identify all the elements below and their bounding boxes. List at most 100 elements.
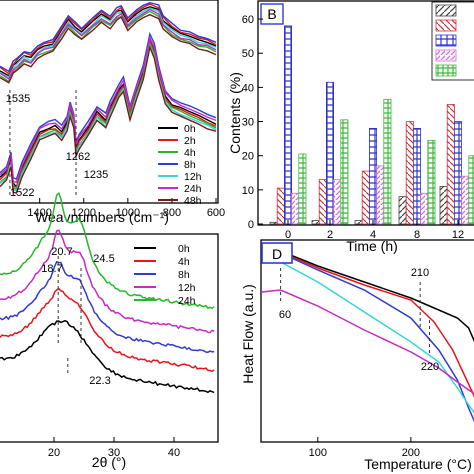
xrd-x-tick-label: 30 <box>108 447 120 459</box>
xrd-legend-label: 24h <box>178 295 196 307</box>
panel-d-label-box <box>261 242 293 264</box>
bar <box>298 153 307 225</box>
xrd-line-0h <box>0 319 215 394</box>
bar <box>283 25 292 225</box>
bar <box>420 192 429 225</box>
contents-y-tick-label: 10 <box>242 185 254 197</box>
panel-a-x-ticks: 1400 1200 1000 800 600 <box>27 198 225 219</box>
ftir-upper-line-24h <box>0 8 217 81</box>
panel-c-x-label: 2θ (°) <box>92 454 126 470</box>
contents-y-tick-label: 40 <box>242 82 254 94</box>
ftir-lower-line-12h <box>0 44 217 193</box>
ftir-x-tick-label: 800 <box>163 207 181 219</box>
panel-b-bars <box>269 25 474 225</box>
bar <box>412 127 421 225</box>
ftir-legend-label: 2h <box>184 135 196 147</box>
time-x-tick-label: 0 <box>285 229 291 241</box>
time-x-tick-label: 2 <box>327 229 333 241</box>
dsc-annotation: 60 <box>279 309 291 321</box>
bar <box>311 220 320 225</box>
bar <box>427 139 436 225</box>
panel-d-x-ticks: 100 200 <box>309 437 420 459</box>
panel-a-x-label: Weavnumbers (cm⁻¹) <box>35 209 169 225</box>
bar <box>398 196 407 225</box>
panel-a-annotations: 1535 1262 1235 1522 <box>6 93 108 199</box>
xrd-legend-label: 12h <box>178 282 196 294</box>
dsc-line-4 <box>261 289 474 395</box>
ftir-lower-line-48h <box>0 45 217 194</box>
contents-legend-swatch <box>435 34 457 47</box>
ftir-annotation: 1262 <box>66 151 90 163</box>
panel-b-y-ticks: 0 10 20 30 40 50 60 <box>242 14 263 231</box>
xrd-annotation: 22.3 <box>89 375 110 387</box>
ftir-legend-label: 0h <box>184 123 196 135</box>
dsc-x-tick-label: 200 <box>402 447 420 459</box>
panel-c-x-ticks: 20 30 40 <box>48 437 180 459</box>
bar <box>318 179 327 225</box>
panel-b-x-label: Time (h) <box>346 238 398 254</box>
bar <box>340 119 349 225</box>
xrd-line-24h <box>0 191 215 310</box>
bar <box>453 121 462 225</box>
ftir-annotation: 1522 <box>10 187 34 199</box>
dsc-annotation: 220 <box>421 361 439 373</box>
bar <box>446 104 455 225</box>
panel-d-label: D <box>272 246 282 262</box>
panel-d-series <box>261 249 474 423</box>
contents-legend-swatch <box>435 64 457 77</box>
panel-d-y-label: Heat Flow (a.u.) <box>240 284 256 384</box>
panel-a: 1400 1200 1000 800 600 Weavnumbers (cm⁻¹) 15… <box>0 0 225 225</box>
ftir-x-tick-label: 1000 <box>116 207 140 219</box>
ftir-upper-line-0h <box>0 6 217 77</box>
contents-y-tick-label: 60 <box>242 14 254 26</box>
bar <box>333 179 342 225</box>
ftir-upper-line-4h <box>0 10 217 83</box>
xrd-x-tick-label: 20 <box>48 447 60 459</box>
ftir-legend-label: 12h <box>184 171 202 183</box>
ftir-lower-line-24h <box>0 35 217 183</box>
ftir-annotation: 1535 <box>6 93 30 105</box>
bar <box>405 121 414 225</box>
ftir-upper-line-8h <box>0 1 217 73</box>
panel-a-series <box>0 1 217 196</box>
panel-c-annotations: 20.7 18.7 24.5 22.3 <box>41 246 114 387</box>
xrd-annotation: 18.7 <box>41 263 62 275</box>
bar <box>468 155 474 225</box>
panel-b-frame <box>257 0 474 226</box>
panel-b-y-label: Contents (%) <box>227 72 243 154</box>
bar <box>269 221 278 225</box>
contents-legend-swatch <box>435 4 457 17</box>
ftir-legend-label: 48h <box>184 195 202 207</box>
ftir-series-24h <box>0 8 217 183</box>
xrd-line-12h <box>0 229 215 334</box>
panel-b-legend <box>431 1 474 81</box>
contents-legend-swatch <box>435 19 457 32</box>
ftir-lower-line-8h <box>0 31 217 181</box>
ftir-upper-line-2h <box>0 3 217 75</box>
panel-d-x-label: Temperature (°C) <box>364 456 472 472</box>
contents-y-tick-label: 0 <box>248 219 254 231</box>
dsc-line-2 <box>261 251 474 423</box>
bar <box>376 165 385 225</box>
bar <box>291 192 300 225</box>
xrd-legend-label: 0h <box>178 243 190 255</box>
xrd-annotation: 24.5 <box>93 253 114 265</box>
panel-b-label-box <box>260 3 284 25</box>
xrd-legend-label: 4h <box>178 256 190 268</box>
dsc-line-1 <box>261 250 474 398</box>
panel-d-frame <box>260 239 474 443</box>
dsc-x-tick-label: 100 <box>309 447 327 459</box>
ftir-legend-label: 4h <box>184 147 196 159</box>
panel-c: 20 30 40 2θ (°) 20.7 18.7 24.5 22.3 0h4h8h12h… <box>0 191 219 470</box>
bar <box>354 220 363 225</box>
bar <box>325 81 334 225</box>
time-x-tick-label: 8 <box>414 229 420 241</box>
xrd-line-4h <box>0 287 215 373</box>
dsc-line-0 <box>261 249 474 343</box>
bar <box>461 175 470 225</box>
bar <box>439 186 448 225</box>
ftir-annotation: 1235 <box>84 169 108 181</box>
contents-y-tick-label: 50 <box>242 48 254 60</box>
panel-c-frame <box>0 233 219 443</box>
